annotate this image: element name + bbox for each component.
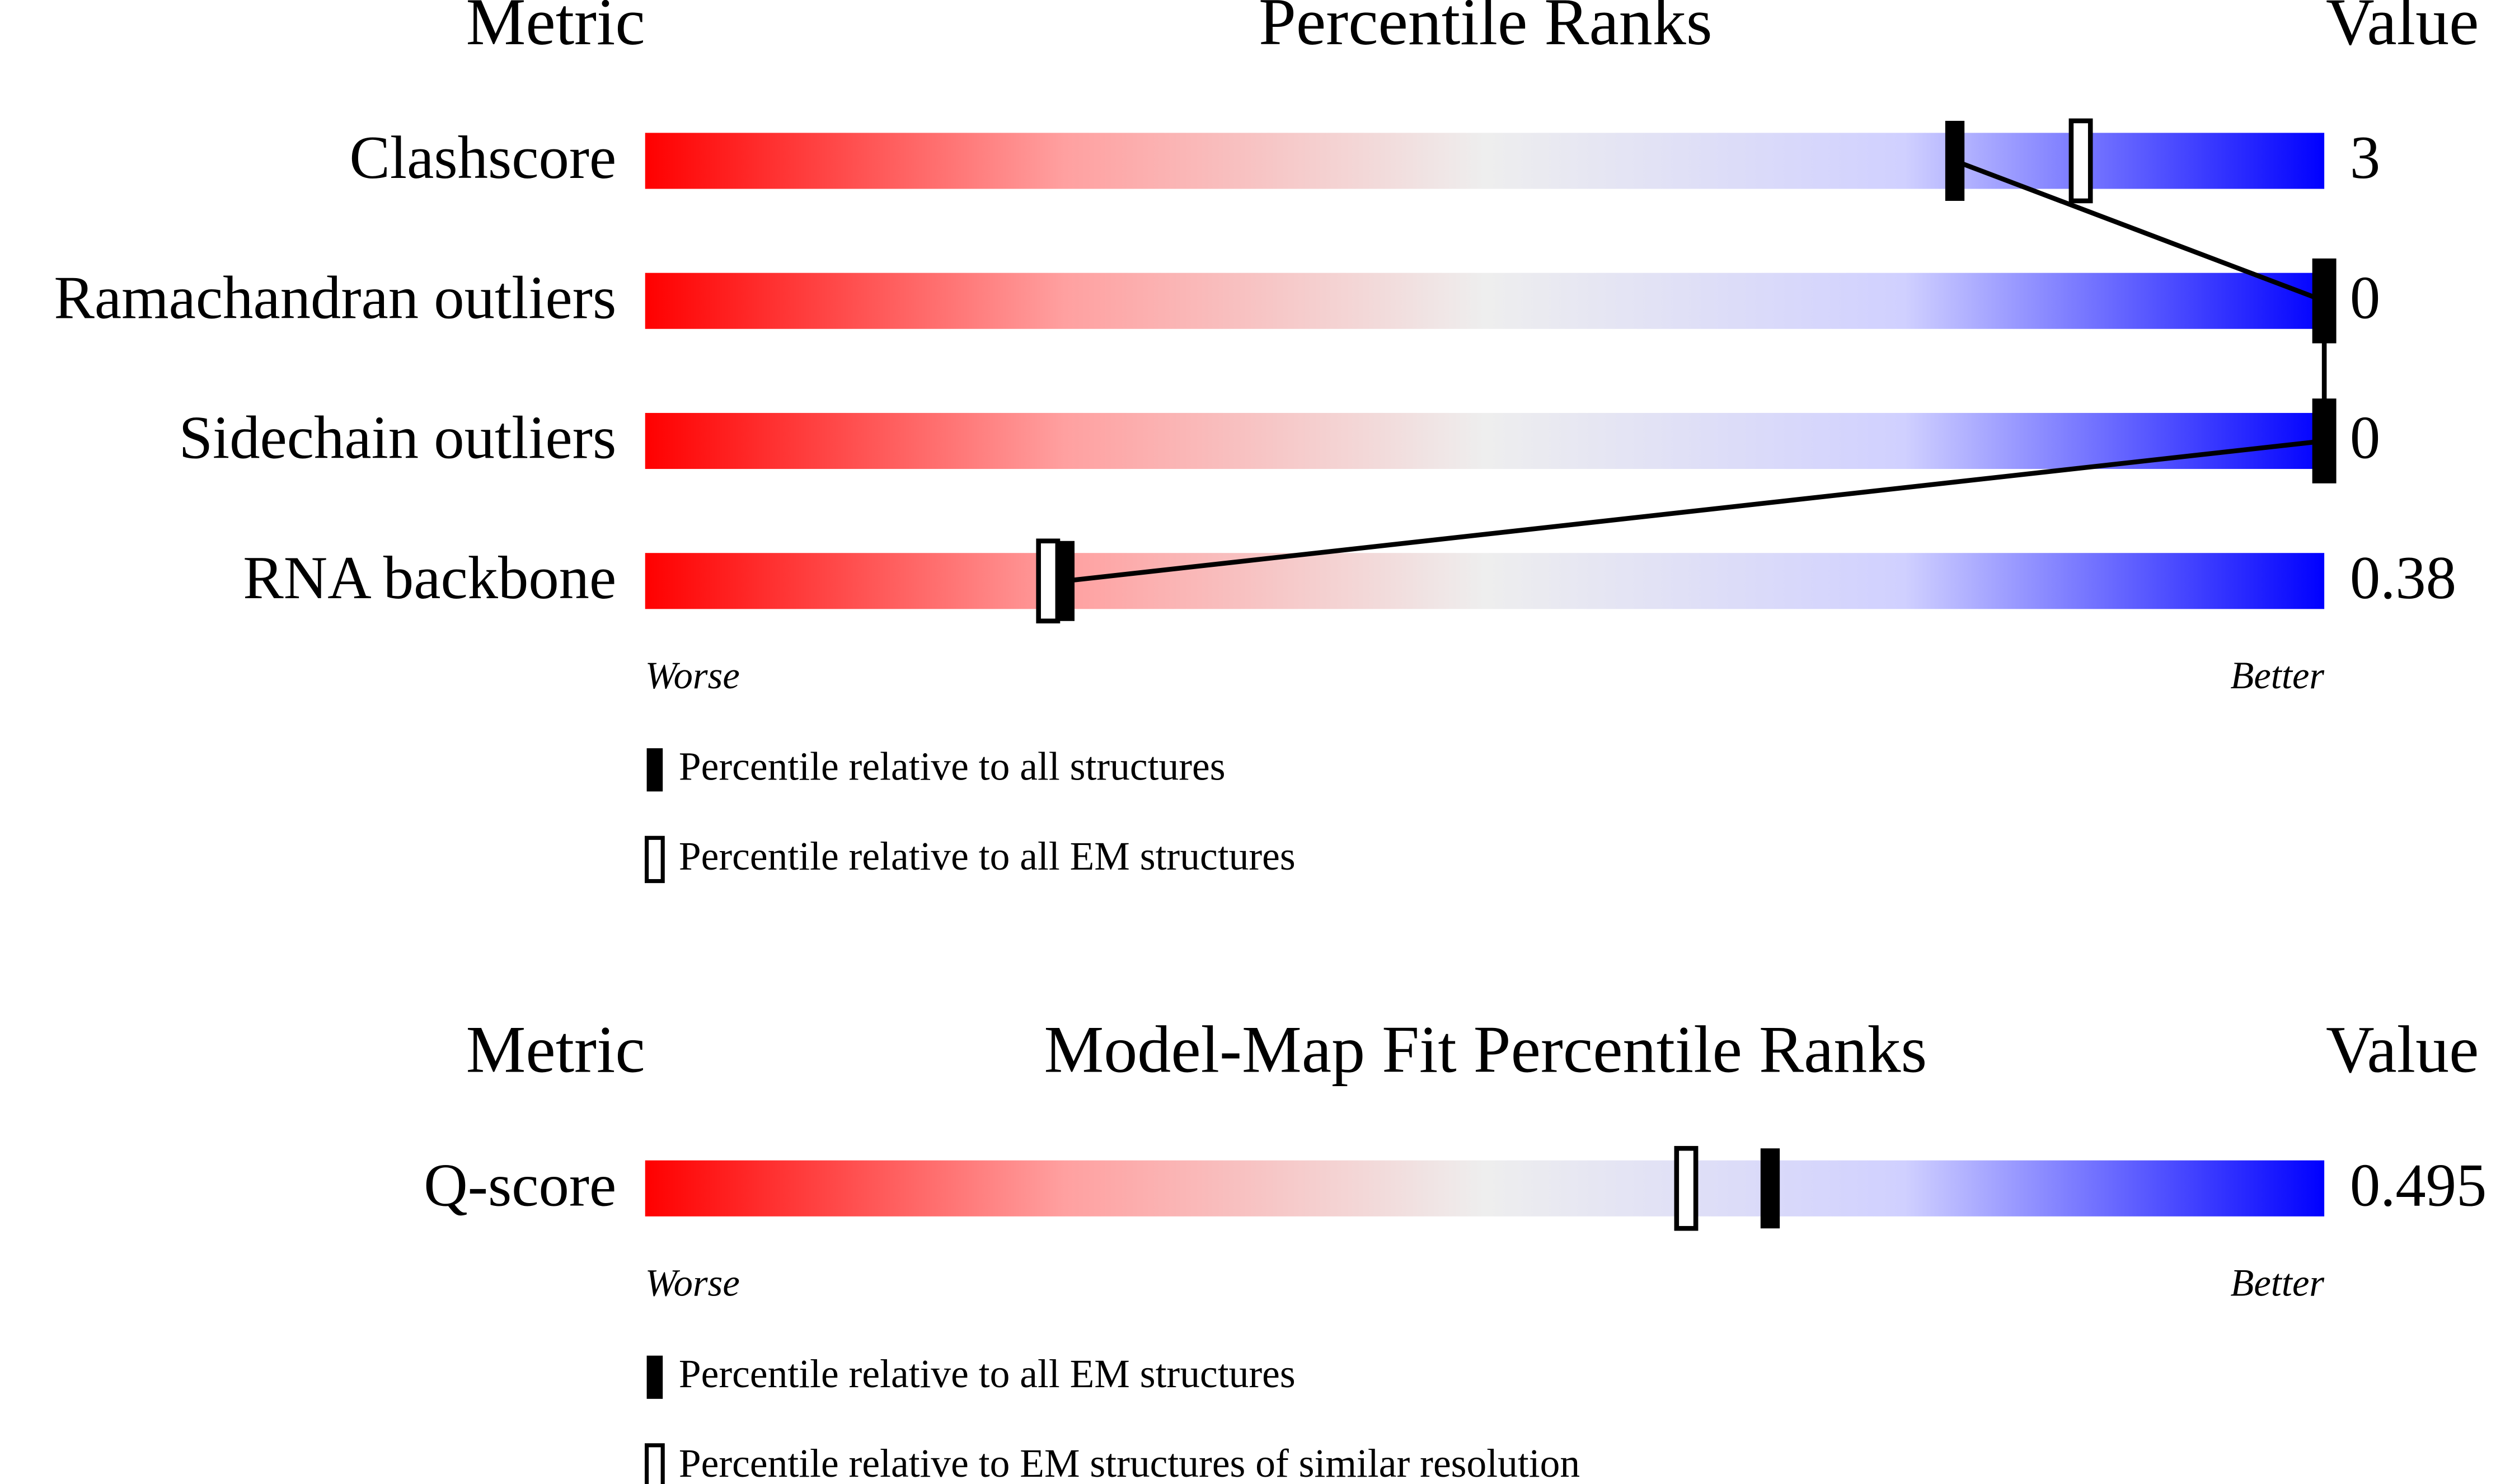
metric-label: Clashscore (349, 124, 616, 191)
worse-label: Worse (645, 1261, 740, 1304)
value-header: Value (2326, 0, 2479, 59)
legend-label: Percentile relative to all EM structures (679, 1352, 1296, 1396)
metric-value: 0.495 (2350, 1151, 2487, 1219)
metric-header: Metric (466, 0, 645, 59)
legend-swatch (646, 1355, 663, 1399)
metric-label: RNA backbone (243, 544, 616, 612)
chart-title: Model-Map Fit Percentile Ranks (1044, 1012, 1927, 1086)
gradient-bar (645, 412, 2325, 469)
metric-value: 0.38 (2350, 544, 2456, 612)
metric-value: 3 (2350, 124, 2380, 191)
chart-title: Percentile Ranks (1259, 0, 1713, 59)
gradient-bar (645, 553, 2325, 609)
metric-label: Ramachandran outliers (54, 264, 616, 331)
metric-label: Sidechain outliers (179, 404, 617, 472)
legend-swatch (645, 1443, 665, 1484)
legend-label: Percentile relative to all EM structures (679, 834, 1296, 879)
worse-label: Worse (645, 654, 740, 697)
gradient-bar (645, 1160, 2325, 1217)
marker-hollow (2068, 118, 2093, 204)
gradient-bar (645, 133, 2325, 189)
legend-swatch (646, 748, 663, 792)
better-label: Better (2230, 654, 2324, 697)
value-header: Value (2326, 1012, 2479, 1086)
metric-value: 0 (2350, 264, 2380, 331)
marker-hollow (1674, 1145, 1699, 1231)
legend-swatch (645, 835, 665, 884)
metric-value: 0 (2350, 404, 2380, 472)
legend-label: Percentile relative to EM structures of … (679, 1441, 1580, 1484)
metric-label: Q-score (424, 1151, 616, 1219)
rank-line (1064, 158, 2327, 584)
gradient-bar (645, 273, 2325, 329)
marker-hollow (1036, 538, 1061, 624)
legend-label: Percentile relative to all structures (679, 745, 1226, 789)
marker-filled (1945, 120, 1965, 201)
marker-filled (2314, 261, 2334, 341)
marker-filled (1055, 541, 1075, 621)
better-label: Better (2230, 1261, 2324, 1304)
metric-header: Metric (466, 1012, 645, 1086)
marker-filled (1760, 1148, 1780, 1229)
marker-filled (2314, 401, 2334, 481)
